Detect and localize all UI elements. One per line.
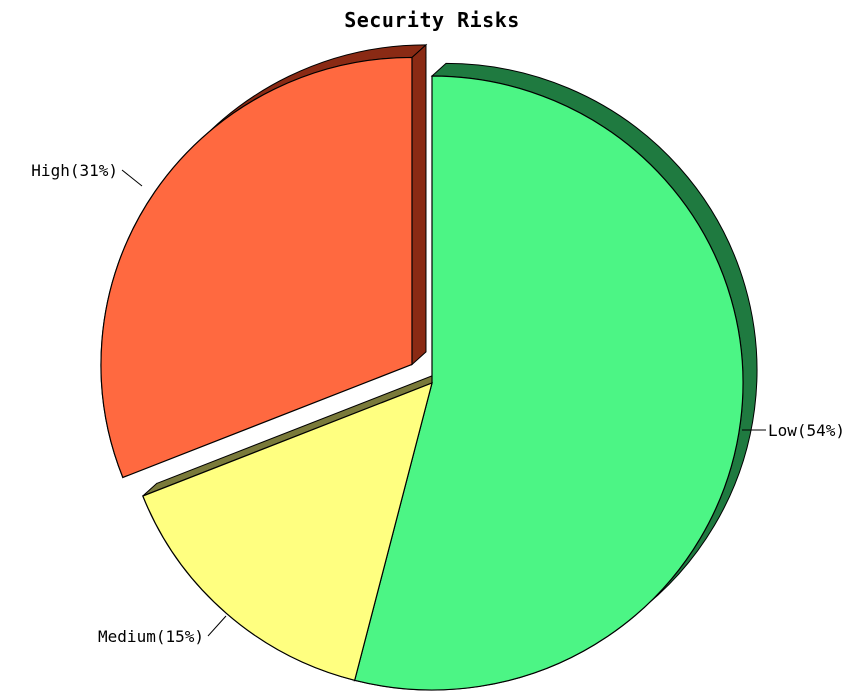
slice-label-medium: Medium(15%) bbox=[98, 627, 204, 646]
chart-title: Security Risks bbox=[344, 8, 520, 32]
leader-line-high bbox=[121, 169, 143, 187]
slice-label-high: High(31%) bbox=[31, 161, 118, 180]
slice-label-low: Low(54%) bbox=[768, 421, 845, 440]
pie-slice-wall-high bbox=[411, 43, 427, 366]
pie-slice-low bbox=[353, 75, 744, 691]
pie-slice-high bbox=[100, 56, 413, 479]
pie-slice-medium bbox=[142, 382, 433, 682]
leader-line-medium bbox=[207, 615, 227, 637]
